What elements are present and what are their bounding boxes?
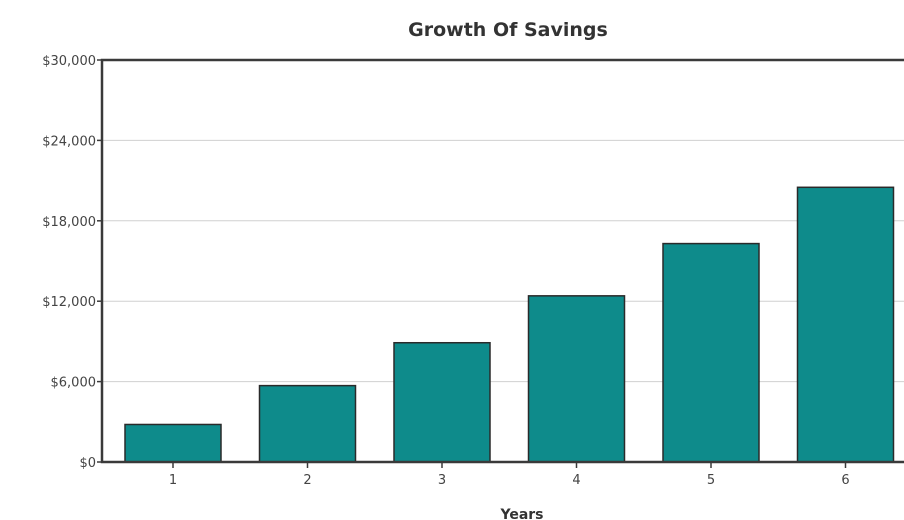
bar (393, 341, 491, 463)
axes: $0 $6,000 $12,000 $18,000 $24,000 $30,000 1 2 3 4… (42, 54, 849, 488)
x-tick-label: 5 (707, 473, 715, 488)
x-tick-label: 1 (169, 473, 177, 488)
x-tick-label: 3 (438, 473, 446, 488)
y-tick-label: $0 (79, 456, 96, 471)
y-tick-label: $12,000 (42, 295, 96, 310)
bar (258, 384, 357, 463)
bars (124, 186, 895, 463)
bar (796, 186, 895, 463)
y-tick-label: $18,000 (42, 215, 96, 230)
x-tick-label: 2 (303, 473, 311, 488)
bar (527, 295, 626, 463)
plot-frame (100, 58, 904, 464)
y-tick-label: $24,000 (42, 134, 96, 149)
gridlines (102, 139, 904, 383)
x-axis-title: Years (499, 507, 543, 520)
chart-title: Growth Of Savings (408, 19, 608, 41)
bar (124, 423, 222, 463)
y-tick-label: $30,000 (42, 54, 96, 69)
x-tick-label: 4 (572, 473, 580, 488)
x-tick-label: 6 (841, 473, 849, 488)
y-tick-label: $6,000 (51, 376, 97, 391)
bar (662, 242, 760, 463)
